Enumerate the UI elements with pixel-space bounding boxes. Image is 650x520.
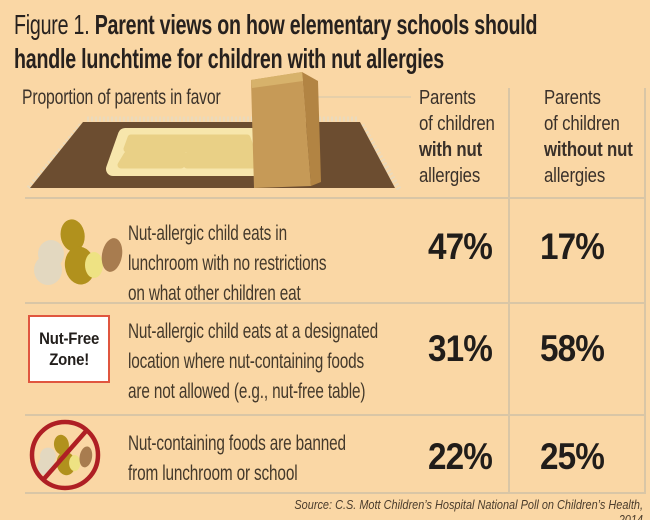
right-edge-divider xyxy=(644,88,646,493)
source-citation: Source: C.S. Mott Children’s Hospital Na… xyxy=(294,497,643,520)
row-2-value-without-nut: 58% xyxy=(540,328,605,369)
proportion-label: Proportion of parents in favor xyxy=(22,86,221,109)
row-divider xyxy=(25,302,646,304)
prohibition-circle xyxy=(29,419,101,491)
figure-title-line1: Figure 1. Parent views on how elementary… xyxy=(14,8,644,42)
column-header-with-nut: Parents of children with nut allergies xyxy=(419,85,545,189)
column-header-line: Parents xyxy=(419,87,476,109)
row-1-description: Nut-allergic child eats in lunchroom wit… xyxy=(128,222,327,305)
column-header-without-nut: Parents of children without nut allergie… xyxy=(544,85,650,189)
row-1-value-with-nut: 47% xyxy=(428,226,493,267)
column-header-line: allergies xyxy=(544,165,606,187)
figure-title-text1: Parent views on how elementary schools s… xyxy=(94,9,538,40)
peanuts-icon xyxy=(34,219,123,285)
row-3-value-without-nut: 25% xyxy=(540,436,605,477)
connector-line xyxy=(263,96,411,98)
column-divider xyxy=(508,88,510,493)
row-2-value-with-nut: 31% xyxy=(428,328,493,369)
row-divider xyxy=(25,492,646,494)
figure-title: Figure 1. Parent views on how elementary… xyxy=(14,8,644,76)
figure-number-label: Figure 1. xyxy=(14,9,95,40)
row-divider xyxy=(25,414,646,416)
column-header-line: of children xyxy=(419,113,495,135)
row-3-value-with-nut: 22% xyxy=(428,436,493,477)
column-header-line: Parents xyxy=(544,87,601,109)
row-divider xyxy=(25,197,646,199)
column-header-line: of children xyxy=(544,113,620,135)
prohibition-slash xyxy=(41,428,89,482)
no-nuts-icon xyxy=(29,419,101,491)
nut-free-zone-sign: Nut-Free Zone! xyxy=(28,315,110,383)
paper-bag-icon xyxy=(251,72,321,188)
nut-free-zone-sign-text: Nut-Free Zone! xyxy=(38,329,100,369)
column-header-line-emphasis: without nut xyxy=(544,139,633,161)
almond xyxy=(101,238,123,272)
figure-title-line2: handle lunchtime for children with nut a… xyxy=(14,43,444,74)
row-2-description: Nut-allergic child eats at a designated … xyxy=(128,320,378,403)
row-1-value-without-nut: 17% xyxy=(540,226,605,267)
row-3-description: Nut-containing foods are banned from lun… xyxy=(128,432,346,485)
peanut-shell-back xyxy=(34,240,64,285)
column-header-line-emphasis: with nut xyxy=(419,139,483,161)
column-header-line: allergies xyxy=(419,165,481,187)
lunch-table-illustration xyxy=(26,72,402,191)
lunch-tray-icon xyxy=(106,128,272,176)
nut-kernel xyxy=(85,252,103,278)
